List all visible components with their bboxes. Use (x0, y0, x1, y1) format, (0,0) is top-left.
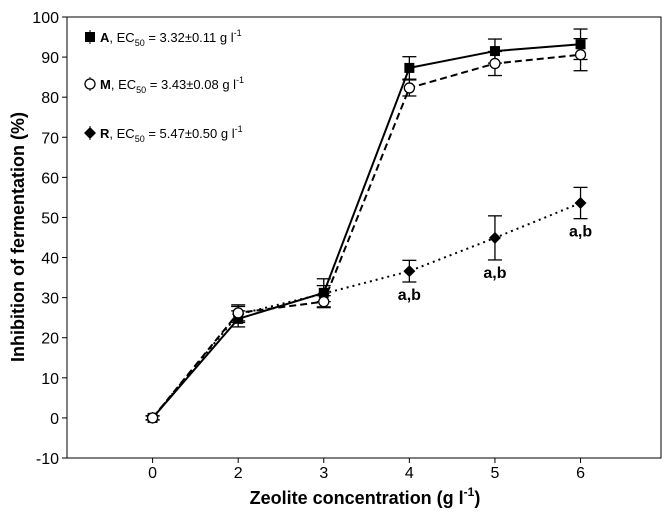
data-point (488, 231, 501, 244)
legend-entry: M, EC50 = 3.43±0.08 g l-1 (100, 75, 244, 95)
x-tick-label: 0 (148, 465, 157, 482)
legend-text: , EC (109, 30, 134, 45)
x-tick-label: 6 (576, 465, 585, 482)
legend-text: , EC (111, 77, 136, 92)
y-tick-label: 70 (41, 130, 59, 147)
y-tick-label: 20 (41, 331, 59, 348)
series-line (151, 202, 581, 419)
y-tick-label: 30 (41, 291, 59, 308)
annotation: a,b (398, 287, 421, 304)
plot-frame (66, 16, 662, 459)
y-axis-label: Inhibition of fermentation (%) (8, 112, 28, 362)
legend-sub: 50 (136, 85, 146, 95)
annotation: a,b (483, 265, 506, 282)
x-axis-label-text: ) (474, 488, 480, 508)
data-point (404, 62, 415, 73)
x-axis-label: Zeolite concentration (g l-1) (250, 485, 481, 508)
x-axis-label-sup: -1 (464, 485, 475, 499)
legend-entry: R, EC50 = 5.47±0.50 g l-1 (100, 124, 243, 144)
legend-text: = 3.32±0.11 g l (145, 30, 234, 45)
x-axis-label-text: Zeolite concentration (g l (250, 488, 464, 508)
data-point (146, 412, 159, 424)
legend-text: , EC (109, 126, 134, 141)
y-tick-label: 90 (41, 50, 59, 67)
legend-text: = 5.47±0.50 g l (145, 126, 235, 141)
legend-sub: 50 (135, 38, 145, 48)
y-tick-label: 10 (41, 371, 59, 388)
x-tick-label: 4 (405, 465, 414, 482)
y-tick-label: 100 (32, 10, 59, 27)
y-tick-label: 60 (41, 170, 59, 187)
y-tick-label: 50 (41, 210, 59, 227)
annotation: a,b (569, 224, 592, 241)
x-tick-label: 3 (319, 465, 328, 482)
legend-sup: -1 (236, 75, 244, 85)
legend-marker (84, 127, 96, 139)
data-point (403, 265, 416, 278)
series-line (151, 43, 581, 419)
legend-marker (85, 32, 95, 42)
data-point (403, 82, 416, 94)
legend-entry: A, EC50 = 3.32±0.11 g l-1 (100, 28, 242, 48)
legend-text: = 3.43±0.08 g l (146, 77, 236, 92)
data-point (317, 287, 330, 300)
data-point (575, 39, 586, 50)
y-tick-label: 0 (50, 411, 59, 428)
x-tick-label: 5 (491, 465, 500, 482)
y-tick-label: 40 (41, 251, 59, 268)
series-line (151, 53, 581, 419)
data-point (318, 295, 330, 308)
legend-marker (84, 78, 96, 90)
legend-sup: -1 (234, 28, 242, 38)
data-point (489, 46, 500, 57)
y-tick-label: 80 (41, 90, 59, 107)
data-point (574, 197, 587, 210)
legend-sup: -1 (235, 124, 243, 134)
y-tick-label: -10 (36, 451, 59, 468)
data-point (489, 57, 501, 70)
legend-series-name: A (100, 30, 110, 45)
legend-series-name: R (100, 126, 110, 141)
x-tick-label: 2 (234, 465, 243, 482)
data-point (574, 49, 587, 61)
data-point (232, 307, 244, 319)
legend-sub: 50 (135, 134, 145, 144)
legend-series-name: M (100, 77, 111, 92)
